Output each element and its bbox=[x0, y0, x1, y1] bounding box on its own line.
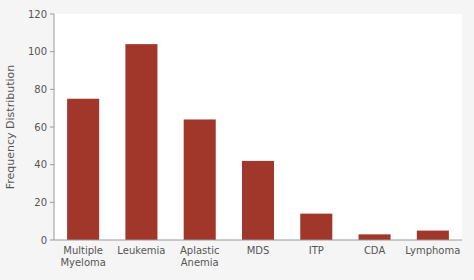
y-tick-label: 120 bbox=[28, 9, 47, 20]
x-tick-label: Lymphoma bbox=[405, 245, 460, 256]
x-tick-label-line: Anemia bbox=[181, 257, 219, 268]
y-tick bbox=[50, 240, 54, 241]
y-axis-label: Frequency Distribution bbox=[4, 65, 17, 190]
x-tick-label: ITP bbox=[309, 245, 324, 256]
y-tick-label: 40 bbox=[34, 159, 47, 170]
x-tick-label: CDA bbox=[364, 245, 386, 256]
y-tick bbox=[50, 14, 54, 15]
x-tick-label: AplasticAnemia bbox=[180, 245, 220, 268]
x-tick-label-line: Multiple bbox=[63, 245, 103, 256]
x-tick-label-line: MDS bbox=[247, 245, 270, 256]
bar bbox=[417, 231, 449, 240]
x-tick-label-line: Leukemia bbox=[117, 245, 165, 256]
bars bbox=[67, 44, 449, 240]
axes: 0 20 40 60 80 100 120 MultipleMyeloma Leukemia Ap… bbox=[28, 9, 462, 269]
x-tick-label: MDS bbox=[247, 245, 270, 256]
y-tick bbox=[50, 127, 54, 128]
chart-svg: 0 20 40 60 80 100 120 MultipleMyeloma Leukemia Ap… bbox=[0, 0, 474, 280]
x-axis-line bbox=[54, 240, 462, 241]
plot-background bbox=[54, 14, 462, 240]
y-tick bbox=[50, 89, 54, 90]
y-tick-label: 20 bbox=[34, 197, 47, 208]
y-tick bbox=[50, 202, 54, 203]
bar bbox=[125, 44, 157, 240]
bar bbox=[67, 99, 99, 240]
y-tick-label: 60 bbox=[34, 122, 47, 133]
x-tick-label: Leukemia bbox=[117, 245, 165, 256]
y-tick-label: 0 bbox=[41, 235, 47, 246]
bar bbox=[359, 234, 391, 240]
x-tick-label-line: Aplastic bbox=[180, 245, 220, 256]
x-tick-label: MultipleMyeloma bbox=[60, 245, 105, 268]
y-tick-label: 80 bbox=[34, 84, 47, 95]
y-tick bbox=[50, 164, 54, 165]
bar bbox=[184, 119, 216, 240]
x-tick-label-line: ITP bbox=[309, 245, 324, 256]
x-tick-label-line: CDA bbox=[364, 245, 386, 256]
y-tick-label: 100 bbox=[28, 46, 47, 57]
chart-container: 0 20 40 60 80 100 120 MultipleMyeloma Leukemia Ap… bbox=[0, 0, 474, 280]
figure-background bbox=[0, 0, 474, 280]
bar bbox=[300, 214, 332, 240]
x-tick-label-line: Myeloma bbox=[60, 257, 105, 268]
x-tick-label-line: Lymphoma bbox=[405, 245, 460, 256]
bar bbox=[242, 161, 274, 240]
y-tick bbox=[50, 51, 54, 52]
page: {"chart_data": {"type": "bar", "categori… bbox=[0, 0, 474, 280]
